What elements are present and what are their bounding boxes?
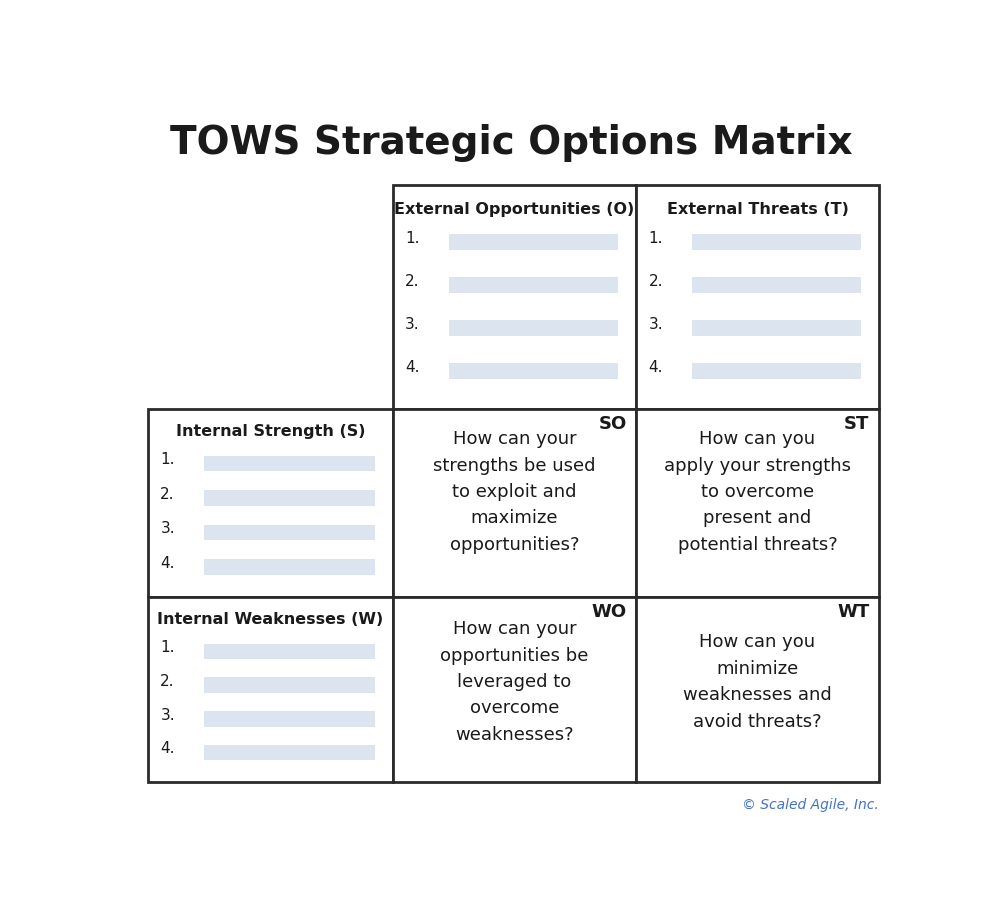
FancyBboxPatch shape: [205, 644, 374, 659]
FancyBboxPatch shape: [393, 185, 636, 408]
Text: 1.: 1.: [161, 640, 175, 656]
FancyBboxPatch shape: [205, 491, 374, 506]
FancyBboxPatch shape: [205, 678, 374, 692]
Text: How can you
apply your strengths
to overcome
present and
potential threats?: How can you apply your strengths to over…: [664, 431, 851, 554]
Text: 2.: 2.: [405, 274, 420, 289]
Text: 2.: 2.: [649, 274, 663, 289]
Text: 1.: 1.: [405, 230, 420, 246]
FancyBboxPatch shape: [205, 525, 374, 540]
Text: 1.: 1.: [649, 230, 663, 246]
FancyBboxPatch shape: [393, 408, 636, 597]
FancyBboxPatch shape: [636, 597, 879, 782]
Text: TOWS Strategic Options Matrix: TOWS Strategic Options Matrix: [171, 124, 852, 161]
Text: Internal Weaknesses (W): Internal Weaknesses (W): [158, 612, 383, 627]
FancyBboxPatch shape: [449, 363, 618, 379]
FancyBboxPatch shape: [693, 278, 861, 293]
FancyBboxPatch shape: [205, 455, 374, 471]
FancyBboxPatch shape: [148, 408, 393, 597]
Text: External Opportunities (O): External Opportunities (O): [394, 202, 635, 217]
Text: WT: WT: [837, 603, 869, 621]
FancyBboxPatch shape: [148, 597, 393, 782]
Text: 1.: 1.: [161, 453, 175, 467]
Text: 3.: 3.: [405, 317, 420, 332]
Text: 2.: 2.: [161, 487, 175, 502]
Text: How can your
strengths be used
to exploit and
maximize
opportunities?: How can your strengths be used to exploi…: [433, 431, 596, 554]
Text: © Scaled Agile, Inc.: © Scaled Agile, Inc.: [743, 798, 879, 812]
Text: 4.: 4.: [649, 360, 663, 375]
FancyBboxPatch shape: [449, 320, 618, 336]
FancyBboxPatch shape: [205, 745, 374, 761]
Text: How can your
opportunities be
leveraged to
overcome
weaknesses?: How can your opportunities be leveraged …: [440, 621, 589, 744]
Text: 3.: 3.: [649, 317, 664, 332]
FancyBboxPatch shape: [393, 597, 636, 782]
Text: 4.: 4.: [161, 741, 175, 756]
FancyBboxPatch shape: [693, 320, 861, 336]
Text: SO: SO: [599, 416, 627, 433]
Text: 4.: 4.: [161, 556, 175, 571]
Text: 3.: 3.: [161, 708, 175, 723]
FancyBboxPatch shape: [205, 559, 374, 574]
FancyBboxPatch shape: [205, 711, 374, 727]
FancyBboxPatch shape: [636, 185, 879, 408]
FancyBboxPatch shape: [693, 234, 861, 250]
Text: WO: WO: [592, 603, 627, 621]
Text: 3.: 3.: [161, 522, 175, 537]
FancyBboxPatch shape: [449, 234, 618, 250]
Text: ST: ST: [844, 416, 869, 433]
Text: How can you
minimize
weaknesses and
avoid threats?: How can you minimize weaknesses and avoi…: [684, 633, 832, 730]
Text: Internal Strength (S): Internal Strength (S): [176, 424, 365, 439]
Text: 4.: 4.: [405, 360, 420, 375]
Text: 2.: 2.: [161, 674, 175, 689]
FancyBboxPatch shape: [636, 408, 879, 597]
Text: External Threats (T): External Threats (T): [667, 202, 848, 217]
FancyBboxPatch shape: [693, 363, 861, 379]
FancyBboxPatch shape: [449, 278, 618, 293]
